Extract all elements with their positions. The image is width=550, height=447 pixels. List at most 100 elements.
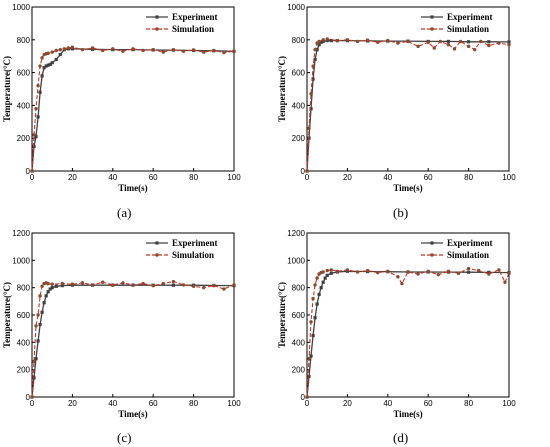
experiment-point	[54, 284, 58, 288]
experiment-point	[54, 57, 58, 62]
simulation-point	[436, 272, 440, 277]
simulation-point	[232, 283, 236, 287]
experiment-point	[36, 339, 40, 343]
simulation-point	[396, 41, 400, 45]
simulation-point	[171, 279, 176, 284]
x-axis-label: Time(s)	[393, 183, 422, 193]
simulation-point	[66, 46, 71, 50]
experiment-point	[319, 286, 323, 290]
x-tick-label: 60	[149, 173, 158, 182]
y-tick-label: 400	[17, 101, 31, 110]
simulation-point	[426, 269, 430, 273]
y-axis-label: Temperature(°C)	[2, 56, 12, 122]
simulation-point	[466, 266, 471, 271]
simulation-point	[222, 50, 226, 55]
simulation-point	[345, 268, 350, 272]
y-tick-label: 1000	[287, 3, 305, 12]
simulation-point	[50, 50, 54, 54]
x-tick-label: 20	[343, 173, 352, 182]
simulation-point	[222, 287, 226, 291]
simulation-point	[313, 283, 317, 287]
simulation-point	[503, 280, 507, 284]
experiment-point	[467, 270, 471, 274]
simulation-point	[313, 47, 317, 52]
simulation-point	[321, 38, 325, 42]
x-tick-label: 80	[189, 399, 198, 408]
y-tick-label: 1200	[287, 229, 305, 238]
y-tick-label: 1000	[12, 256, 30, 265]
simulation-point	[34, 324, 38, 328]
experiment-point	[44, 294, 48, 298]
simulation-point	[452, 47, 457, 51]
simulation-point	[376, 270, 380, 275]
x-tick-label: 100	[227, 173, 241, 182]
legend-label-experiment: Experiment	[447, 12, 493, 22]
simulation-point	[426, 40, 430, 44]
simulation-point	[32, 133, 36, 137]
simulation-point	[161, 281, 165, 286]
experiment-point	[311, 77, 315, 81]
simulation-point	[309, 92, 313, 96]
legend-label-simulation: Simulation	[172, 24, 214, 34]
experiment-point	[329, 39, 333, 43]
experiment-point	[446, 39, 450, 44]
simulation-point	[386, 269, 390, 273]
simulation-point	[396, 275, 400, 279]
simulation-point	[325, 268, 329, 273]
simulation-point	[58, 47, 62, 52]
experiment-point	[487, 40, 491, 44]
simulation-point	[416, 44, 420, 49]
experiment-point	[38, 90, 42, 94]
experiment-point	[32, 144, 36, 148]
y-tick-label: 0	[26, 167, 31, 176]
x-tick-label: 0	[305, 173, 310, 182]
x-tick-label: 40	[383, 173, 392, 182]
y-tick-label: 800	[292, 284, 306, 293]
legend-marker-experiment	[155, 241, 159, 245]
simulation-point	[365, 268, 370, 273]
simulation-point	[131, 47, 135, 51]
legend-marker-simulation	[430, 253, 434, 257]
x-axis-label: Time(s)	[393, 409, 422, 419]
x-tick-label: 60	[424, 173, 433, 182]
y-tick-label: 200	[292, 134, 306, 143]
caption-a: (a)	[117, 205, 132, 220]
simulation-point	[355, 270, 360, 274]
simulation-point	[325, 37, 329, 41]
chart-panel-c: 0 20 40 60 80 100020040060080010001200Time(s)…	[2, 229, 241, 419]
experiment-point	[319, 40, 323, 44]
y-tick-label: 1000	[287, 256, 305, 265]
simulation-point	[458, 39, 463, 44]
x-tick-label: 100	[502, 399, 516, 408]
legend-marker-simulation	[430, 27, 434, 31]
legend-label-experiment: Experiment	[172, 238, 218, 248]
x-axis-label: Time(s)	[118, 409, 147, 419]
simulation-point	[121, 49, 125, 53]
y-tick-label: 600	[292, 311, 306, 320]
simulation-point	[60, 281, 64, 286]
simulation-point	[38, 64, 42, 68]
simulation-point	[30, 169, 34, 173]
y-tick-label: 400	[292, 338, 306, 347]
experiment-point	[313, 57, 317, 62]
y-tick-label: 800	[292, 36, 306, 45]
y-tick-label: 200	[292, 366, 306, 375]
experiment-point	[329, 271, 333, 275]
simulation-point	[466, 44, 471, 49]
y-tick-label: 0	[26, 393, 31, 402]
simulation-point	[141, 48, 145, 53]
x-tick-label: 60	[424, 399, 433, 408]
experiment-point	[60, 284, 64, 288]
y-tick-label: 400	[292, 101, 306, 110]
series-line-experiment	[31, 48, 235, 172]
experiment-point	[42, 301, 46, 305]
x-tick-label: 60	[149, 399, 158, 408]
experiment-point	[507, 40, 511, 44]
experiment-point	[309, 107, 313, 111]
experiment-point	[171, 283, 175, 287]
y-tick-label: 400	[17, 338, 31, 347]
experiment-point	[315, 48, 319, 52]
caption-c: (c)	[117, 430, 132, 445]
simulation-point	[305, 395, 309, 399]
y-tick-label: 600	[292, 69, 306, 78]
